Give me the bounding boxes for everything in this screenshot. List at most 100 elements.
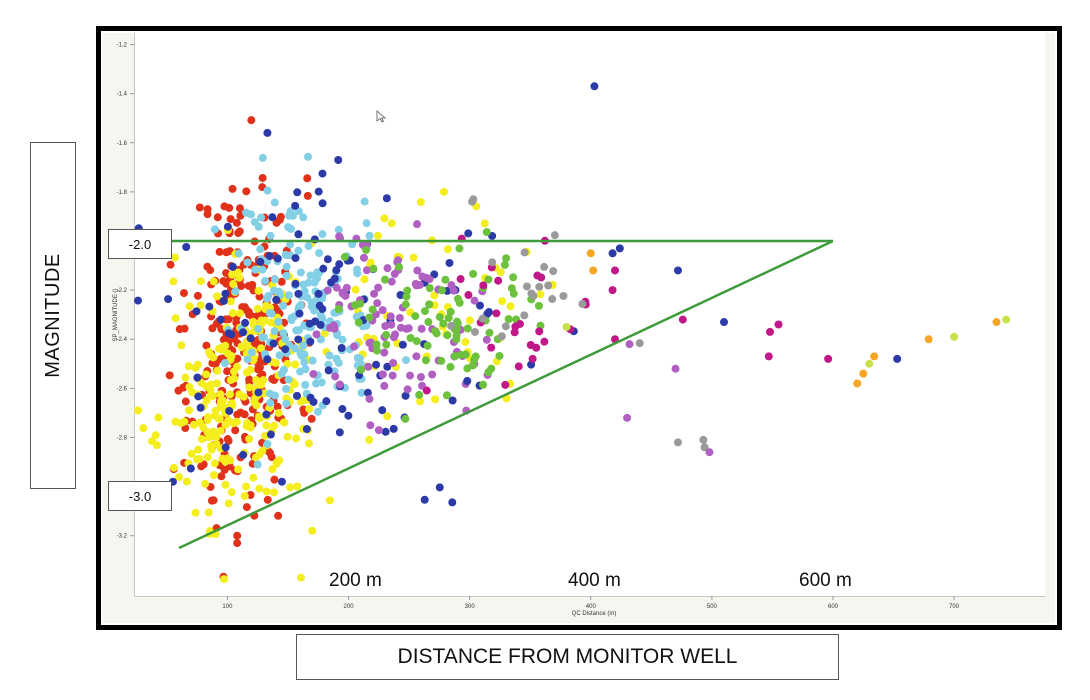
data-point	[186, 464, 195, 473]
data-point	[924, 335, 933, 344]
data-point	[238, 303, 247, 312]
data-point	[559, 292, 568, 301]
data-point	[230, 374, 239, 383]
data-point	[228, 270, 237, 279]
data-point	[239, 328, 248, 337]
data-point	[310, 306, 319, 315]
data-point	[360, 275, 369, 284]
data-point	[468, 197, 477, 206]
data-point	[357, 388, 366, 397]
data-point	[435, 483, 444, 492]
data-point	[182, 243, 191, 252]
data-point	[439, 319, 448, 328]
data-point	[258, 265, 267, 274]
data-point	[307, 414, 316, 423]
data-point	[294, 289, 303, 298]
x-axis-label: DISTANCE FROM MONITOR WELL	[397, 645, 738, 668]
data-point	[263, 495, 272, 504]
data-point	[401, 414, 410, 423]
data-point	[720, 318, 728, 327]
data-point	[423, 341, 432, 350]
data-point	[262, 487, 271, 496]
data-point	[284, 291, 293, 300]
data-point	[233, 362, 242, 371]
data-point	[196, 277, 205, 286]
data-point	[463, 376, 472, 385]
data-point	[237, 281, 246, 290]
data-point	[340, 252, 349, 261]
data-point	[279, 301, 288, 310]
data-point	[179, 383, 188, 392]
data-point	[180, 324, 189, 333]
data-point	[179, 289, 188, 298]
data-point	[456, 275, 465, 284]
data-point	[223, 349, 232, 358]
magnitude-marker-lower: -3.0	[108, 481, 172, 511]
data-point	[263, 186, 272, 195]
data-point	[223, 367, 232, 376]
data-point	[184, 362, 193, 371]
data-point	[578, 299, 587, 308]
data-point	[234, 465, 243, 474]
data-point	[362, 266, 371, 275]
data-point	[254, 324, 263, 333]
data-point	[210, 459, 219, 468]
data-point	[268, 213, 277, 222]
data-point	[319, 264, 328, 273]
y-axis-title: SP_MAGNITUDE ()	[113, 288, 119, 341]
data-point	[331, 372, 340, 381]
data-point	[390, 269, 399, 278]
data-point	[635, 339, 644, 348]
data-point	[240, 492, 249, 501]
data-point	[266, 398, 275, 407]
data-point	[589, 266, 598, 275]
data-point	[254, 286, 263, 295]
data-point	[484, 275, 493, 284]
data-point	[416, 197, 425, 206]
data-point	[393, 256, 402, 265]
data-point	[221, 443, 230, 452]
distance-label-200: 200 m	[329, 570, 382, 591]
data-point	[442, 391, 451, 400]
data-point	[291, 279, 300, 288]
data-point	[342, 283, 351, 292]
data-point	[382, 340, 391, 349]
data-point	[700, 443, 709, 452]
data-point	[699, 435, 708, 444]
data-point	[378, 370, 387, 379]
data-point	[293, 188, 302, 197]
data-point	[487, 343, 496, 352]
data-point	[766, 327, 775, 336]
data-point	[549, 267, 558, 276]
data-point	[222, 269, 231, 278]
data-point	[169, 463, 178, 472]
data-point	[273, 254, 282, 263]
data-point	[282, 384, 291, 393]
data-point	[296, 573, 305, 582]
data-point	[608, 249, 617, 258]
data-point	[322, 397, 331, 406]
data-point	[506, 302, 515, 311]
data-point	[232, 218, 241, 227]
data-point	[431, 395, 440, 404]
data-point	[378, 406, 387, 415]
data-point	[437, 356, 446, 365]
data-point	[255, 414, 264, 423]
data-point	[275, 351, 284, 360]
data-point	[270, 475, 279, 484]
data-point	[383, 412, 392, 421]
data-point	[253, 460, 262, 469]
data-point	[292, 326, 301, 335]
data-point	[318, 169, 327, 178]
data-point	[265, 309, 274, 318]
data-point	[480, 219, 489, 228]
data-point	[226, 456, 235, 465]
data-point	[307, 298, 316, 307]
data-point	[196, 301, 205, 310]
data-point	[223, 435, 232, 444]
data-point	[171, 314, 180, 323]
data-point	[334, 225, 343, 234]
data-point	[363, 388, 372, 397]
data-point	[514, 362, 523, 371]
data-point	[853, 379, 862, 388]
